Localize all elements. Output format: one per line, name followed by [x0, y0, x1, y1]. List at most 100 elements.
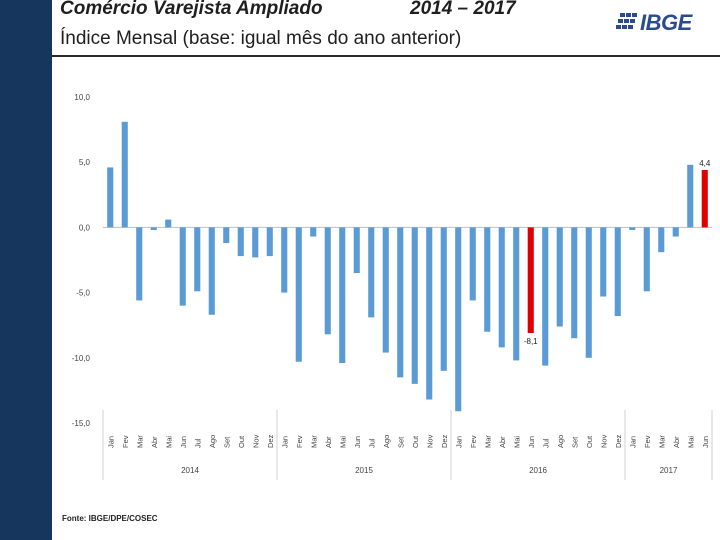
x-tick-label: Jun [527, 436, 536, 448]
bar [498, 227, 505, 348]
x-tick-label: Nov [251, 434, 260, 448]
x-tick-label: Jan [628, 436, 637, 448]
bar [281, 227, 288, 293]
x-tick-label: Jan [106, 436, 115, 448]
x-tick-label: Ago [208, 435, 217, 448]
ibge-logo: IBGE [616, 10, 704, 35]
x-tick-label: Out [585, 435, 594, 448]
year-label: 2015 [355, 466, 373, 475]
x-tick-label: Out [237, 435, 246, 448]
x-tick-label: Mar [135, 435, 144, 448]
bar [556, 227, 563, 327]
bar [368, 227, 375, 318]
bar [107, 167, 114, 228]
year-label: 2017 [660, 466, 678, 475]
bar [687, 164, 694, 228]
x-tick-label: Mar [657, 435, 666, 448]
bar [484, 227, 491, 332]
bar [658, 227, 665, 253]
bar [585, 227, 592, 358]
bar [208, 227, 215, 315]
x-tick-label: Jan [280, 436, 289, 448]
x-tick-label: Mai [512, 436, 521, 448]
y-tick-label: -5,0 [76, 289, 90, 298]
bar [411, 227, 418, 384]
chart-subtitle: Índice Mensal (base: igual mês do ano an… [60, 28, 462, 49]
bar [266, 227, 273, 257]
data-label: 4,4 [699, 159, 711, 168]
x-tick-label: Fev [121, 435, 130, 448]
bar [179, 227, 186, 306]
bar [194, 227, 201, 292]
x-tick-label: Jun [353, 436, 362, 448]
x-tick-label: Fev [469, 435, 478, 448]
bar [397, 227, 404, 378]
title-years: 2014 – 2017 [410, 0, 516, 19]
bar-highlight [701, 170, 708, 228]
x-tick-label: Jul [541, 438, 550, 448]
bar [165, 219, 172, 228]
x-tick-label: Jun [701, 436, 710, 448]
bar [455, 227, 462, 412]
x-tick-label: Abr [498, 436, 507, 448]
bar [324, 227, 331, 335]
bar [353, 227, 360, 274]
x-tick-label: Nov [425, 434, 434, 448]
data-label: -8,1 [524, 337, 538, 346]
bar [339, 227, 346, 364]
x-tick-label: Abr [150, 436, 159, 448]
bar [542, 227, 549, 366]
bar [440, 227, 447, 371]
bar [252, 227, 259, 258]
bar [237, 227, 244, 257]
year-label: 2016 [529, 466, 547, 475]
x-tick-label: Jan [454, 436, 463, 448]
chart-title: Comércio Varejista Ampliado 2014 – 2017 [60, 0, 516, 20]
bar [295, 227, 302, 362]
bar [672, 227, 679, 237]
y-tick-label: 0,0 [79, 223, 91, 232]
x-tick-label: Jul [367, 438, 376, 448]
y-tick-label: 5,0 [79, 158, 91, 167]
bar [310, 227, 317, 237]
ibge-logo-text: IBGE [640, 10, 692, 35]
source-note: Fonte: IBGE/DPE/COSEC [62, 514, 158, 523]
bar [136, 227, 143, 301]
x-tick-label: Set [222, 436, 231, 448]
bar [513, 227, 520, 361]
x-tick-label: Dez [614, 434, 623, 448]
bar [223, 227, 230, 244]
x-tick-label: Fev [295, 435, 304, 448]
year-label: 2014 [181, 466, 199, 475]
bar [121, 121, 128, 228]
x-tick-label: Fev [643, 435, 652, 448]
bar [150, 227, 157, 231]
bar [469, 227, 476, 301]
bar [600, 227, 607, 297]
x-tick-label: Jul [193, 438, 202, 448]
bar-highlight [527, 227, 534, 334]
x-tick-label: Mar [483, 435, 492, 448]
x-tick-label: Dez [266, 434, 275, 448]
x-tick-label: Mai [164, 436, 173, 448]
ibge-logo-icon [616, 13, 637, 29]
x-tick-label: Abr [324, 436, 333, 448]
x-tick-label: Set [396, 436, 405, 448]
x-tick-label: Dez [440, 434, 449, 448]
x-tick-label: Mai [338, 436, 347, 448]
x-tick-label: Nov [599, 434, 608, 448]
left-sidebar [0, 0, 52, 540]
x-tick-label: Abr [672, 436, 681, 448]
bar [571, 227, 578, 339]
y-tick-label: 10,0 [74, 93, 90, 102]
x-tick-label: Mar [309, 435, 318, 448]
title-text: Comércio Varejista Ampliado [60, 0, 323, 19]
x-tick-label: Jun [179, 436, 188, 448]
x-tick-label: Ago [382, 435, 391, 448]
bar [382, 227, 389, 353]
bar [426, 227, 433, 400]
x-tick-label: Ago [556, 435, 565, 448]
x-tick-label: Out [411, 435, 420, 448]
bar [629, 227, 636, 231]
bar [643, 227, 650, 292]
